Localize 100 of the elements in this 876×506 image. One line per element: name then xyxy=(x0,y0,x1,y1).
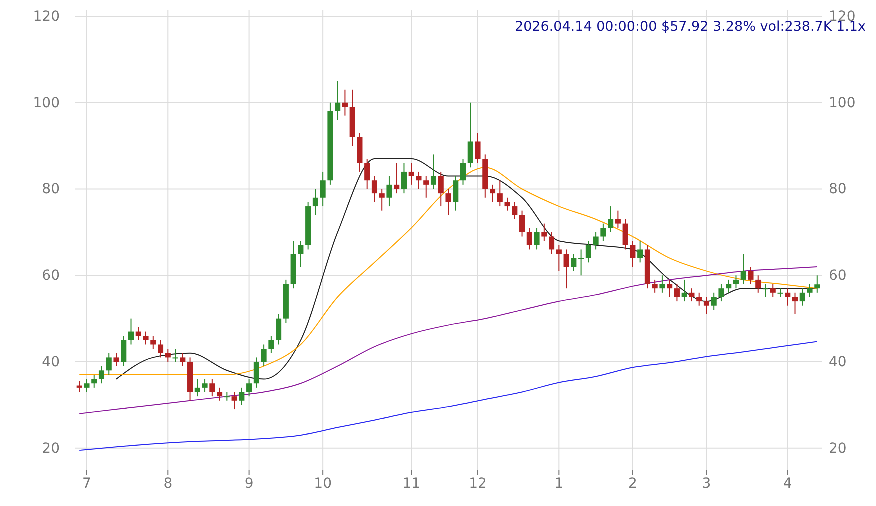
candlestick xyxy=(254,357,260,388)
candlestick xyxy=(76,380,82,393)
candlestick xyxy=(210,378,216,398)
candlestick xyxy=(379,188,385,212)
x-tick-label: 8 xyxy=(164,476,173,492)
y2-tick-label: 100 xyxy=(829,95,856,112)
x-tick-label: 2 xyxy=(628,476,638,492)
candlestick xyxy=(593,232,599,250)
candlestick xyxy=(460,158,466,186)
x-tick-label: 10 xyxy=(314,476,332,492)
candlestick xyxy=(711,292,717,311)
candlestick xyxy=(172,348,178,363)
candlestick xyxy=(497,180,503,208)
candlestick xyxy=(202,378,208,393)
candlestick xyxy=(475,132,481,164)
candlestick xyxy=(652,279,658,294)
candlestick xyxy=(298,240,304,268)
candlestick xyxy=(408,162,414,186)
candlestick xyxy=(276,314,282,346)
candlestick xyxy=(438,171,444,208)
candlestick xyxy=(704,296,710,316)
candlestick xyxy=(600,223,606,242)
candlestick xyxy=(490,184,496,203)
candlestick xyxy=(615,210,621,229)
candlestick xyxy=(814,275,820,294)
y-tick-label: 40 xyxy=(42,354,60,370)
candlestick xyxy=(239,387,245,406)
candlestick xyxy=(364,158,370,190)
candlestick xyxy=(534,228,540,250)
candlestick xyxy=(762,284,769,298)
candlestick xyxy=(726,279,732,294)
candlestick xyxy=(608,206,614,233)
candlestick xyxy=(128,318,134,346)
x-tick-label: 4 xyxy=(783,476,792,492)
candlestick xyxy=(453,176,459,212)
candlestick xyxy=(571,254,577,272)
candlestick xyxy=(696,292,702,306)
candlestick xyxy=(320,171,326,208)
candlestick xyxy=(232,392,238,410)
candlestick xyxy=(733,275,739,290)
candlestick xyxy=(740,254,746,285)
candlestick xyxy=(512,202,518,220)
candlestick xyxy=(520,210,526,238)
candlestick xyxy=(667,279,673,298)
y-tick-label: 20 xyxy=(42,440,60,457)
candlestick xyxy=(98,366,105,384)
candlestick xyxy=(106,352,112,376)
candlestick xyxy=(689,288,695,302)
line-series xyxy=(79,266,818,414)
candlestick xyxy=(800,288,806,306)
candlestick xyxy=(748,266,754,285)
candlestick xyxy=(504,197,510,212)
candlestick xyxy=(158,340,164,358)
candlestick xyxy=(586,240,592,264)
candlestick xyxy=(674,284,680,302)
candlestick xyxy=(150,336,156,350)
candlestick xyxy=(542,223,548,242)
x-tick-label: 9 xyxy=(244,476,254,492)
candlestick xyxy=(526,228,532,250)
candlestick xyxy=(342,89,348,116)
candlestick xyxy=(578,249,584,276)
candlestick xyxy=(217,387,223,402)
y-tick-label: 60 xyxy=(42,268,60,284)
candlestick xyxy=(194,378,200,398)
candlestick xyxy=(401,162,407,194)
x-tick-label: 1 xyxy=(554,476,564,492)
y2-tick-label: 40 xyxy=(829,354,847,370)
candlestick xyxy=(416,171,422,190)
candlestick xyxy=(468,102,474,168)
x-tick-label: 12 xyxy=(469,476,487,492)
candlestick xyxy=(556,244,562,272)
candlestick xyxy=(682,279,688,302)
candlestick xyxy=(424,176,430,198)
candlestick xyxy=(136,326,142,341)
candlestick xyxy=(770,284,776,298)
x-tick-label: 7 xyxy=(82,476,92,492)
candlestick xyxy=(143,331,149,346)
y2-tick-label: 20 xyxy=(829,440,847,457)
candlestick xyxy=(92,374,98,388)
candlestick xyxy=(430,154,437,190)
candlestick xyxy=(268,336,274,354)
candlestick xyxy=(180,352,186,367)
candlestick xyxy=(785,288,791,306)
y-tick-label: 100 xyxy=(33,95,60,112)
candlestick xyxy=(386,176,392,208)
candlestick xyxy=(114,352,120,367)
candlestick xyxy=(261,344,267,367)
candlestick xyxy=(335,80,341,121)
y-tick-label: 120 xyxy=(33,8,60,25)
candlestick xyxy=(446,188,452,216)
candlestick xyxy=(372,176,378,203)
candlestick xyxy=(807,284,813,298)
line-series xyxy=(79,341,818,452)
x-tick-label: 11 xyxy=(402,476,421,492)
candlestick xyxy=(756,275,762,294)
y-tick-label: 80 xyxy=(42,182,60,198)
candlestick xyxy=(622,218,628,250)
candlestick xyxy=(630,240,636,268)
candlestick xyxy=(84,378,90,393)
candlestick xyxy=(165,348,171,363)
